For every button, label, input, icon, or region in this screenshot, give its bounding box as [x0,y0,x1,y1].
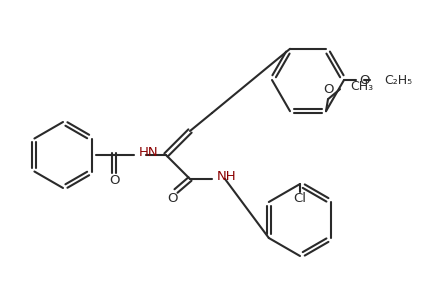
Text: O: O [323,83,333,96]
Text: O: O [359,74,369,86]
Text: O: O [109,173,119,187]
Text: NH: NH [217,171,236,183]
Text: HN: HN [139,146,158,159]
Text: C₂H₅: C₂H₅ [384,74,412,86]
Text: Cl: Cl [294,193,306,205]
Text: O: O [167,192,177,205]
Text: CH₃: CH₃ [350,80,373,93]
